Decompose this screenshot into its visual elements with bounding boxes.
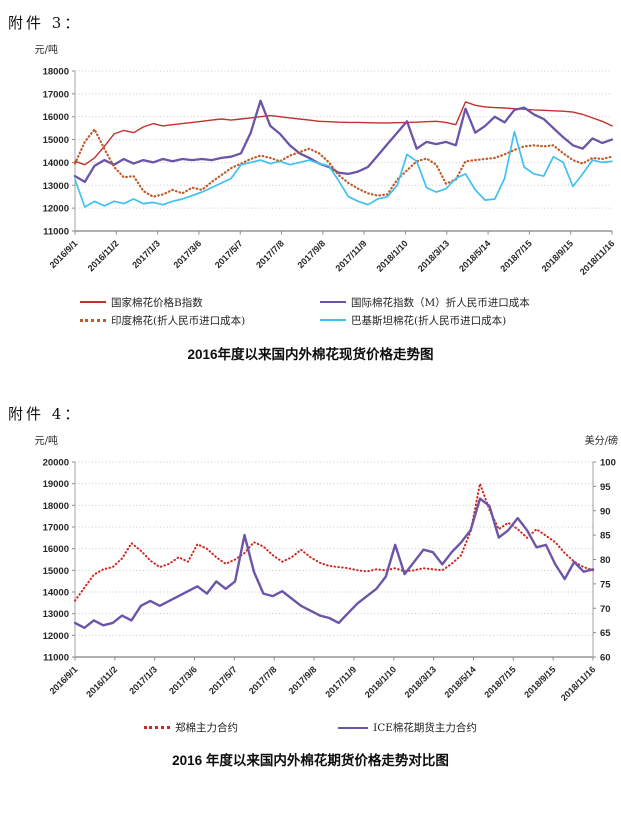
x-axis-label: 2017/3/6 <box>167 664 199 696</box>
legend-label: 国际棉花指数（M）折人民币进口成本 <box>351 296 530 309</box>
attachment-4-label: 附件 4： <box>8 405 83 423</box>
x-axis-label: 2018/1/10 <box>374 238 409 273</box>
right-axis-label: 75 <box>600 579 611 590</box>
x-axis-label: 2017/9/8 <box>287 664 319 696</box>
series-line <box>73 497 595 630</box>
y-axis-label: 17000 <box>43 523 69 534</box>
right-axis-unit-label: 美分/磅 <box>585 434 618 447</box>
x-axis-label: 2017/9/8 <box>295 238 327 270</box>
legend-label: 郑棉主力合约 <box>175 722 239 734</box>
legend-item: 巴基斯坦棉花(折人民币进口成本) <box>320 313 621 328</box>
legend-row: 国家棉花价格B指数 国际棉花指数（M）折人民币进口成本 <box>80 293 621 311</box>
legend-item: 国际棉花指数（M）折人民币进口成本 <box>320 295 621 310</box>
dotted-line-swatch <box>144 726 171 729</box>
futures-price-chart-figure: 11000 12000 13000 14000 15000 16000 17000 18000… <box>0 430 621 769</box>
y-axis-label: 19000 <box>43 479 69 490</box>
dotted-line-swatch <box>80 318 106 322</box>
document-page: 附件 3： 11000 12000 13000 14000 15000 16000 1700… <box>0 14 621 769</box>
solid-line-swatch <box>338 726 369 729</box>
y-axis-label: 16000 <box>43 112 69 123</box>
x-axis-label: 2016/11/2 <box>84 664 119 699</box>
x-axis-label: 2017/1/3 <box>127 664 159 696</box>
spot-price-chart-figure: 11000 12000 13000 14000 15000 16000 17000 18000… <box>0 39 621 363</box>
right-axis-label: 90 <box>600 506 611 517</box>
y-axis-label: 18000 <box>43 501 69 512</box>
futures-price-chart-svg: 11000 12000 13000 14000 15000 16000 17000 18000… <box>35 434 618 703</box>
right-axis-label: 100 <box>600 458 616 469</box>
x-axis-label: 2016/11/2 <box>86 238 121 273</box>
futures-chart-legend: 郑棉主力合约 ICE棉花期货主力合约 <box>0 720 621 735</box>
x-axis-label: 2017/11/9 <box>334 238 369 273</box>
x-axis-label: 2018/7/15 <box>498 238 533 273</box>
legend-item: ICE棉花期货主力合约 <box>338 720 477 735</box>
x-axis-label: 2018/5/14 <box>457 238 492 273</box>
y-axis-label: 18000 <box>43 67 69 78</box>
x-axis-label: 2017/1/3 <box>130 238 162 270</box>
x-axis-label: 2018/9/15 <box>540 238 575 273</box>
attachment-3-label: 附件 3： <box>8 14 83 32</box>
legend-row: 印度棉花(折人民币进口成本) 巴基斯坦棉花(折人民币进口成本) <box>80 311 621 329</box>
y-axis-label: 15000 <box>43 135 69 146</box>
y-axis-label: 14000 <box>43 588 69 599</box>
x-axis-label: 2018/9/15 <box>522 664 557 699</box>
y-axis-label: 11000 <box>43 653 69 664</box>
legend-label: 印度棉花(折人民币进口成本) <box>111 314 246 327</box>
x-axis-label: 2016/9/1 <box>48 664 80 696</box>
x-axis-label: 2018/3/13 <box>403 664 438 699</box>
legend-label: ICE棉花期货主力合约 <box>373 722 477 734</box>
solid-line-swatch <box>80 301 106 303</box>
y-axis-label: 14000 <box>43 158 69 169</box>
x-axis-label: 2017/11/9 <box>323 664 358 699</box>
series-line <box>73 128 614 198</box>
left-axis-unit-label: 元/吨 <box>35 43 58 56</box>
series-line <box>74 130 613 208</box>
left-axis-unit-label: 元/吨 <box>35 434 58 447</box>
x-axis-label: 2017/7/8 <box>254 238 286 270</box>
x-axis-label: 2018/5/14 <box>442 664 477 699</box>
y-axis-label: 11000 <box>43 227 69 238</box>
x-axis-label: 2017/5/7 <box>207 664 239 696</box>
x-axis-label: 2018/3/13 <box>416 238 451 273</box>
x-axis-label: 2018/1/10 <box>363 664 398 699</box>
y-axis-label: 20000 <box>43 458 69 469</box>
y-axis-label: 17000 <box>43 89 69 100</box>
x-axis-label: 2017/5/7 <box>213 238 245 270</box>
x-axis-label: 2018/11/16 <box>559 664 598 703</box>
y-axis-label: 16000 <box>43 544 69 555</box>
right-axis-label: 85 <box>600 531 611 542</box>
futures-chart-title: 2016 年度以来国内外棉花期货价格走势对比图 <box>172 753 449 768</box>
x-axis-label: 2018/7/15 <box>482 664 517 699</box>
right-axis-label: 95 <box>600 482 611 493</box>
y-axis-label: 12000 <box>43 631 69 642</box>
y-axis-label: 13000 <box>43 609 69 620</box>
legend-label: 国家棉花价格B指数 <box>111 296 203 309</box>
legend-item: 印度棉花(折人民币进口成本) <box>80 313 320 328</box>
legend-item: 郑棉主力合约 <box>144 720 238 735</box>
right-axis-label: 80 <box>600 555 611 566</box>
y-axis-label: 12000 <box>43 204 69 215</box>
right-axis-label: 60 <box>600 653 611 664</box>
spot-price-chart-svg: 11000 12000 13000 14000 15000 16000 17000 18000… <box>35 43 617 277</box>
x-axis-label: 2016/9/1 <box>48 238 80 270</box>
series-line <box>74 482 594 602</box>
right-axis-label: 70 <box>600 604 611 615</box>
solid-line-swatch <box>320 319 346 321</box>
x-axis-label: 2018/11/16 <box>578 238 617 277</box>
x-axis-label: 2017/7/8 <box>247 664 279 696</box>
spot-chart-legend: 国家棉花价格B指数 国际棉花指数（M）折人民币进口成本印度棉花(折人民币进口成本)… <box>80 293 621 329</box>
x-axis-label: 2017/3/6 <box>171 238 203 270</box>
y-axis-label: 15000 <box>43 566 69 577</box>
legend-item: 国家棉花价格B指数 <box>80 295 320 310</box>
series-line <box>73 99 614 184</box>
legend-label: 巴基斯坦棉花(折人民币进口成本) <box>351 314 507 327</box>
solid-line-swatch <box>320 301 346 303</box>
spot-chart-title: 2016年度以来国内外棉花现货价格走势图 <box>187 347 434 362</box>
y-axis-label: 13000 <box>43 181 69 192</box>
right-axis-label: 65 <box>600 628 611 639</box>
